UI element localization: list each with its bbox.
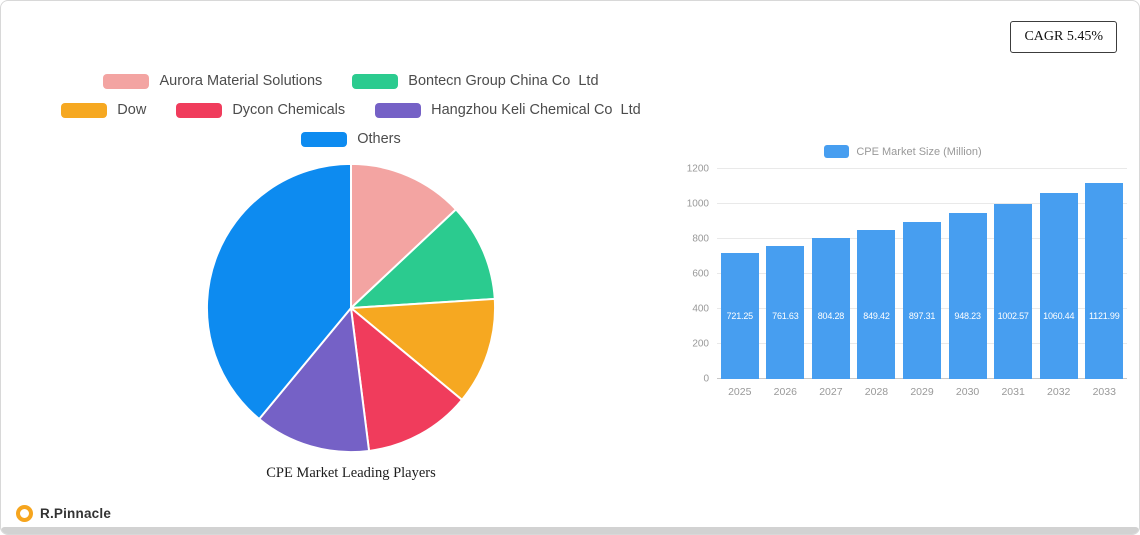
legend-swatch: [301, 131, 348, 147]
legend-swatch: [176, 102, 223, 118]
y-axis-tick-label: 200: [692, 338, 709, 350]
gridline: [717, 168, 1127, 169]
x-axis-labels: 2025 2026 2027 2028 2029 2030 2031 2032 2033: [717, 386, 1127, 398]
y-axis-tick-label: 400: [692, 303, 709, 315]
bar-column: 948.23: [945, 169, 991, 379]
bar-value-label: 1121.99: [1089, 311, 1120, 321]
brand-logo: R.Pinnacle: [16, 505, 111, 522]
legend-label: Dycon Chemicals: [232, 102, 346, 118]
bar-2029[interactable]: 897.31: [903, 221, 942, 379]
bar-column: 761.63: [763, 169, 809, 379]
legend-label: Dow: [117, 102, 147, 118]
bar-2031[interactable]: 1002.57: [994, 203, 1033, 379]
bar-column: 1121.99: [1082, 169, 1128, 379]
pie-chart-section: Aurora Material Solutions Bontecn Group C…: [31, 73, 671, 482]
y-axis-tick-label: 600: [692, 268, 709, 280]
bar-column: 849.42: [854, 169, 900, 379]
pie-slice-2[interactable]: [348, 297, 497, 402]
bar-column: 1060.44: [1036, 169, 1082, 379]
bar-column: 804.28: [808, 169, 854, 379]
bar-value-label: 849.42: [863, 311, 890, 321]
legend-item-2[interactable]: Dow: [61, 102, 146, 118]
bar-2028[interactable]: 849.42: [857, 230, 896, 379]
bar-value-label: 897.31: [908, 311, 936, 321]
pie-slice-5[interactable]: [205, 162, 352, 421]
bar-column: 897.31: [899, 169, 945, 379]
bar-value-label: 804.28: [817, 311, 845, 321]
legend-item-1[interactable]: Bontecn Group China Co Ltd: [352, 73, 599, 89]
legend-row: Aurora Material Solutions Bontecn Group C…: [31, 73, 671, 89]
bar-value-label: 721.25: [726, 311, 754, 321]
y-axis-tick-label: 800: [692, 233, 709, 245]
legend-label: Hangzhou Keli Chemical Co Ltd: [431, 102, 641, 118]
bar-value-label: 1002.57: [997, 311, 1029, 321]
legend-item-3[interactable]: Dycon Chemicals: [176, 102, 345, 118]
x-axis-label: 2027: [819, 386, 843, 398]
legend-label: Others: [357, 131, 401, 147]
horizontal-scrollbar[interactable]: [1, 527, 1139, 534]
x-axis-label: 2025: [728, 386, 752, 398]
pie-slice-1[interactable]: [348, 207, 496, 310]
cagr-badge: CAGR 5.45%: [1010, 21, 1117, 53]
x-axis-label: 2029: [910, 386, 934, 398]
pie-chart-title: CPE Market Leading Players: [266, 465, 436, 481]
legend-item-5[interactable]: Others: [301, 131, 401, 147]
bar-2025[interactable]: 721.25: [720, 252, 759, 379]
bar-plot: 0 200 400 600 800 1000 1200 721.25 761.63 804.28 8…: [687, 164, 1127, 385]
legend-row: Dow Dycon Chemicals Hangzhou Keli Chemical…: [31, 102, 671, 118]
legend-swatch: [61, 102, 108, 118]
bar-column: 1002.57: [990, 169, 1036, 379]
bar-2033[interactable]: 1121.99: [1085, 182, 1124, 379]
bar-series: 721.25 761.63 804.28 849.42 897.31 948.23 1002…: [717, 169, 1127, 379]
y-axis-tick-label: 1200: [686, 163, 709, 175]
y-axis-tick-label: 0: [703, 373, 709, 385]
bar-2026[interactable]: 761.63: [766, 245, 805, 379]
pie-chart: [205, 162, 497, 454]
gridline: [717, 203, 1127, 204]
legend-item-0[interactable]: Aurora Material Solutions: [103, 73, 322, 89]
pie-slice-0[interactable]: [350, 162, 458, 311]
pinnacle-ring-icon: [16, 505, 33, 522]
bar-2030[interactable]: 948.23: [948, 213, 987, 379]
pie-slice-3[interactable]: [349, 305, 464, 453]
x-axis-label: 2033: [1092, 386, 1116, 398]
legend-swatch: [375, 102, 422, 118]
bar-value-label: 1060.44: [1043, 311, 1075, 321]
x-axis-label: 2031: [1001, 386, 1025, 398]
bar-legend-label: CPE Market Size (Million): [856, 145, 982, 158]
x-axis-label: 2026: [773, 386, 798, 398]
bar-value-label: 948.23: [954, 311, 981, 321]
legend-row: Others: [31, 131, 671, 147]
x-axis-label: 2028: [864, 386, 889, 398]
bar-2032[interactable]: 1060.44: [1039, 193, 1078, 379]
bar-2027[interactable]: 804.28: [811, 238, 850, 379]
bar-legend[interactable]: CPE Market Size (Million): [677, 145, 1129, 158]
legend-swatch: [103, 73, 150, 89]
x-axis-label: 2030: [955, 386, 980, 398]
legend-swatch: [352, 73, 399, 89]
bar-column: 721.25: [717, 169, 763, 379]
legend-label: Aurora Material Solutions: [159, 73, 323, 89]
legend-item-4[interactable]: Hangzhou Keli Chemical Co Ltd: [375, 102, 641, 118]
bar-value-label: 761.63: [772, 311, 799, 321]
legend-label: Bontecn Group China Co Ltd: [408, 73, 599, 89]
y-axis-tick-label: 1000: [686, 198, 709, 210]
pie-slice-4[interactable]: [257, 305, 371, 454]
bar-chart-section: CPE Market Size (Million) 0 200 400 600 800 1…: [677, 145, 1129, 398]
bar-legend-swatch: [824, 145, 850, 158]
pie-legend: Aurora Material Solutions Bontecn Group C…: [31, 73, 671, 147]
x-axis-label: 2032: [1047, 386, 1071, 398]
brand-name: R.Pinnacle: [40, 506, 112, 521]
